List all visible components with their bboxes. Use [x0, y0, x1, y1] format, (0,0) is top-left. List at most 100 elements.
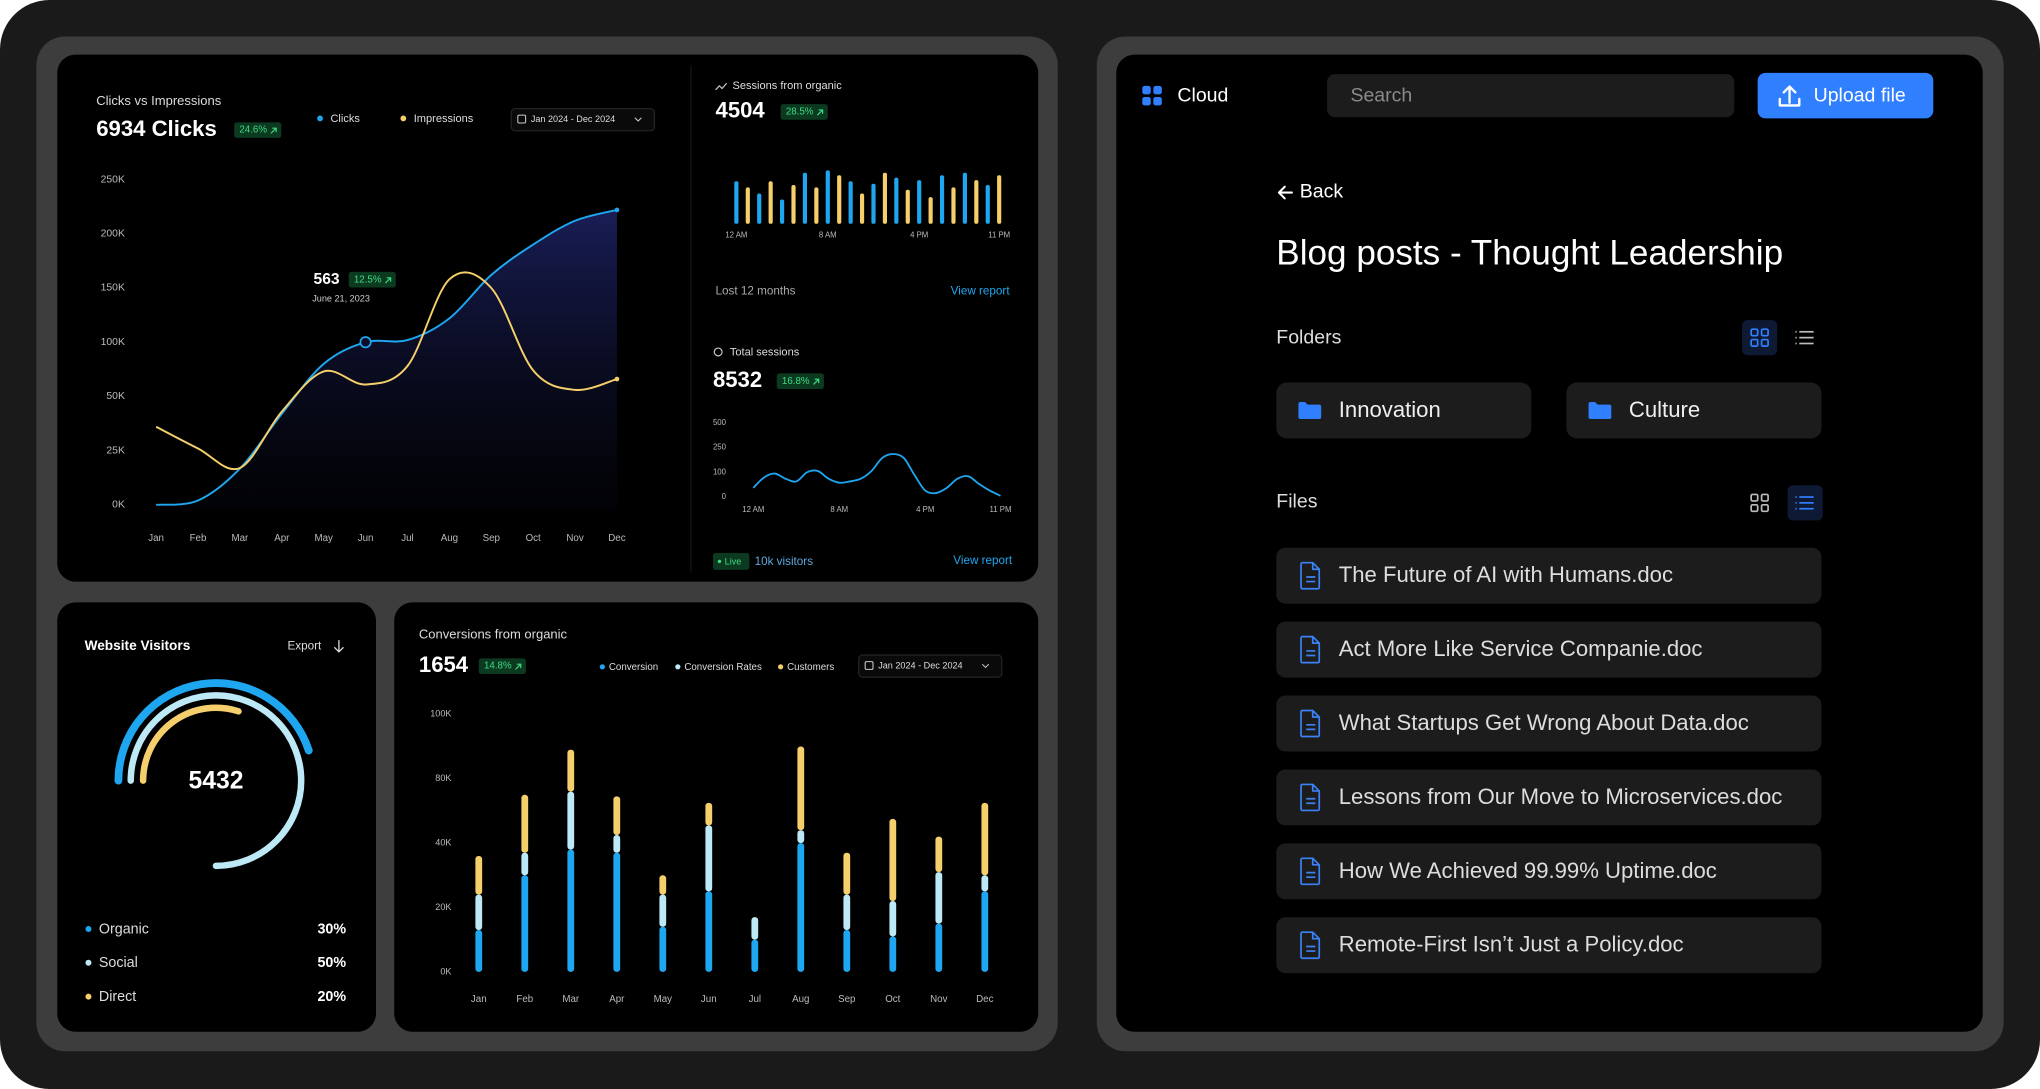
ring-arc — [114, 679, 313, 785]
line — [156, 208, 618, 506]
bar-segment — [475, 930, 483, 972]
back-link[interactable]: Back — [1300, 181, 1344, 203]
bar-segment — [981, 875, 989, 892]
x-tick-label: Jun — [358, 533, 374, 544]
view-report-link[interactable]: View report — [953, 554, 1013, 567]
grid-view-toggle[interactable] — [1750, 493, 1769, 513]
bar-segment — [659, 875, 667, 895]
bar-segment — [889, 818, 897, 902]
live-dot — [717, 559, 722, 564]
bar-segment — [613, 852, 621, 972]
section-heading: Files — [1276, 490, 1317, 512]
legend-label: Social — [99, 955, 138, 971]
calendar-icon — [517, 114, 527, 124]
legend-label: Customers — [787, 662, 834, 673]
x-tick-label: Apr — [274, 533, 290, 544]
chart-title: Website Visitors — [85, 638, 191, 653]
center-value: 5432 — [188, 767, 243, 794]
bar-segment — [705, 891, 713, 972]
bar-segment — [521, 875, 529, 972]
x-tick-label: Nov — [930, 994, 947, 1005]
x-tick-label: Feb — [516, 994, 533, 1005]
change-arrow — [816, 109, 824, 116]
legend-dot — [85, 993, 92, 1000]
change-badge — [348, 271, 396, 288]
change-badge — [234, 122, 282, 138]
y-tick-label: 250 — [713, 443, 727, 452]
change-arrow — [515, 663, 522, 670]
bar-segment — [613, 835, 621, 853]
view-report-link[interactable]: View report — [951, 285, 1011, 298]
y-tick-label: 25K — [106, 445, 125, 456]
bar-segment — [613, 796, 621, 836]
folder-name: Culture — [1629, 397, 1700, 422]
bar — [814, 187, 819, 224]
brand-logo — [1142, 85, 1162, 106]
file-row[interactable] — [1276, 695, 1822, 752]
bar — [745, 187, 750, 224]
live-label: Live — [725, 556, 742, 566]
section-heading: Folders — [1276, 326, 1341, 348]
file-row[interactable] — [1276, 917, 1822, 974]
line-end — [614, 207, 620, 213]
headline: 6934 Clicks — [96, 116, 216, 141]
bar — [734, 181, 739, 224]
brand-name: Cloud — [1177, 84, 1228, 106]
x-tick-label: Mar — [232, 533, 250, 544]
folder-card[interactable] — [1276, 382, 1532, 439]
bar — [871, 183, 876, 224]
file-name: The Future of AI with Humans.doc — [1339, 562, 1673, 587]
bar — [768, 181, 773, 224]
bar-segment — [981, 891, 989, 972]
export-button[interactable]: Export — [288, 640, 323, 653]
file-row[interactable] — [1276, 843, 1822, 900]
x-tick-label: 4 PM — [910, 231, 928, 240]
file-row[interactable] — [1276, 621, 1822, 678]
annotation-date: June 21, 2023 — [312, 294, 370, 304]
bar — [825, 170, 830, 224]
calendar-icon — [864, 661, 874, 670]
y-tick-label: 0K — [112, 500, 125, 511]
bar-segment — [751, 939, 759, 972]
highlight-point — [359, 336, 372, 349]
x-tick-label: Apr — [609, 994, 625, 1005]
legend-label: Conversion — [609, 662, 658, 673]
y-tick-label: 100 — [713, 467, 727, 476]
bar — [905, 189, 910, 224]
x-tick-label: 11 PM — [988, 231, 1010, 240]
legend-dot — [85, 925, 92, 932]
bar-segment — [935, 872, 943, 924]
visitors-count: 10k visitors — [755, 555, 814, 568]
bar-segment — [659, 894, 667, 927]
folder-card[interactable] — [1566, 382, 1822, 439]
chevron — [634, 117, 642, 122]
list-icon — [1795, 496, 1814, 510]
bar-segment — [521, 852, 529, 876]
date-filter[interactable] — [858, 654, 1003, 678]
date-range: Jan 2024 - Dec 2024 — [531, 114, 615, 124]
x-tick-label: Mar — [562, 994, 580, 1005]
file-row[interactable] — [1276, 769, 1822, 826]
chart-title: Total sessions — [730, 347, 800, 359]
x-tick-label: 12 AM — [742, 505, 764, 514]
change-text: 28.5% — [786, 106, 814, 117]
legend-value: 30% — [317, 921, 346, 937]
grid-view-toggle[interactable] — [1742, 320, 1778, 356]
x-tick-label: Oct — [885, 994, 900, 1005]
bar-segment — [751, 917, 759, 940]
line — [752, 453, 1001, 497]
change-arrow — [813, 378, 820, 385]
y-tick-label: 200K — [101, 229, 125, 240]
change-text: 24.6% — [239, 125, 267, 136]
upload-button[interactable] — [1757, 72, 1934, 119]
folder-icon — [1298, 402, 1322, 419]
change-badge — [776, 373, 824, 390]
list-view-toggle[interactable] — [1795, 330, 1814, 345]
file-row[interactable] — [1276, 547, 1822, 604]
x-tick-label: Aug — [441, 533, 458, 544]
date-filter[interactable] — [510, 108, 656, 132]
search-box[interactable] — [1327, 74, 1735, 118]
x-tick-label: May — [654, 994, 673, 1005]
bar-segment — [567, 791, 575, 850]
bar-segment — [567, 849, 575, 972]
